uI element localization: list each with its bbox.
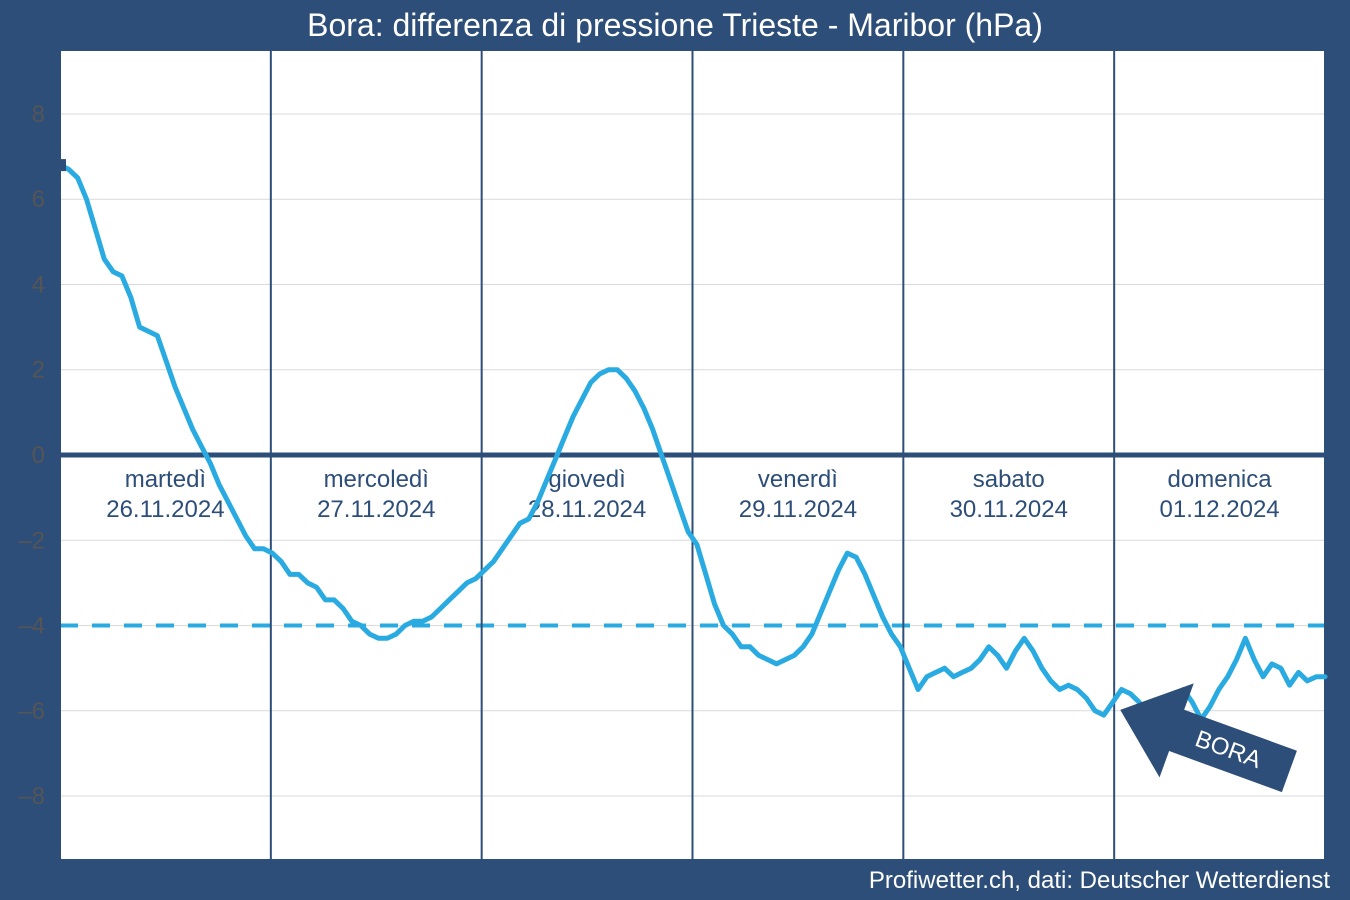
day-date: 27.11.2024	[317, 496, 435, 523]
day-date: 26.11.2024	[106, 496, 224, 523]
day-name: giovedì	[548, 466, 625, 493]
y-tick-label: 0	[32, 442, 45, 469]
y-tick-label: 8	[32, 101, 45, 128]
chart-footer: Profiwetter.ch, dati: Deutscher Wetterdi…	[869, 867, 1330, 894]
day-date: 28.11.2024	[528, 496, 646, 523]
y-tick-label: –4	[18, 613, 45, 640]
chart-title: Bora: differenza di pressione Trieste - …	[307, 7, 1043, 43]
y-tick-label: –6	[18, 698, 45, 725]
day-date: 29.11.2024	[739, 496, 857, 523]
day-date: 30.11.2024	[950, 496, 1068, 523]
chart-frame: –8 –6 –4 –2 0 2 4 6 8 martedì 26.11.2024 mercoledì 2…	[0, 0, 1350, 900]
day-name: mercoledì	[324, 466, 429, 493]
y-tick-label: –8	[18, 783, 45, 810]
day-name: sabato	[973, 466, 1045, 493]
y-tick-label: 4	[32, 271, 45, 298]
y-tick-label: –2	[18, 527, 45, 554]
y-tick-label: 2	[32, 357, 45, 384]
y-tick-label: 6	[32, 186, 45, 213]
start-marker	[54, 159, 66, 171]
day-name: venerdì	[758, 466, 838, 493]
day-name: martedì	[125, 466, 206, 493]
day-name: domenica	[1168, 466, 1273, 493]
day-date: 01.12.2024	[1160, 496, 1280, 523]
